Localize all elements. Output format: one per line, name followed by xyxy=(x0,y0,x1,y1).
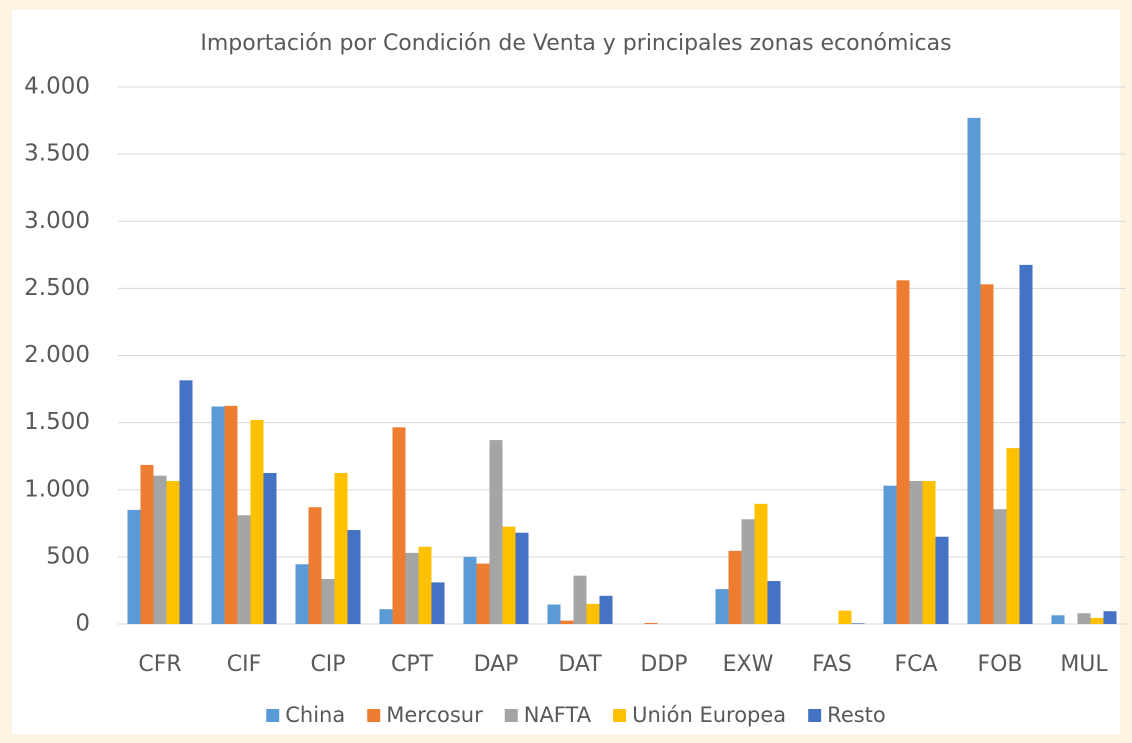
bar xyxy=(179,380,193,624)
bar xyxy=(489,440,503,624)
y-tick-label: 1.000 xyxy=(24,476,90,502)
bar xyxy=(463,556,477,624)
bar xyxy=(1006,448,1020,624)
bar xyxy=(127,509,141,624)
bar xyxy=(153,475,167,624)
y-tick-label: 3.000 xyxy=(24,208,90,234)
bar xyxy=(586,603,600,624)
bar xyxy=(1051,615,1065,624)
bar xyxy=(431,582,445,624)
legend-swatch xyxy=(808,709,822,722)
bar xyxy=(851,623,865,624)
x-tick-label: FOB xyxy=(977,652,1022,677)
x-tick-label: FAS xyxy=(812,652,852,677)
bar xyxy=(728,550,742,624)
bar xyxy=(547,604,561,624)
legend-label: NAFTA xyxy=(524,703,592,727)
y-tick-label: 2.500 xyxy=(24,275,90,301)
bar xyxy=(140,464,154,624)
bar xyxy=(560,620,574,624)
bar xyxy=(1090,617,1104,624)
bar xyxy=(211,406,225,624)
x-tick-label: CFR xyxy=(138,652,181,677)
bar xyxy=(967,117,981,624)
bar xyxy=(1019,264,1033,624)
bar xyxy=(715,589,729,624)
bar xyxy=(838,610,852,624)
bar xyxy=(935,536,949,624)
legend-label: China xyxy=(285,703,345,727)
x-tick-label: MUL xyxy=(1060,652,1108,677)
x-tick-label: FCA xyxy=(894,652,937,677)
x-tick-label: DAT xyxy=(558,652,602,677)
chart-title: Importación por Condición de Venta y pri… xyxy=(200,31,951,56)
bar xyxy=(405,552,419,624)
bar xyxy=(321,579,335,624)
bar xyxy=(347,530,361,624)
bar xyxy=(883,485,897,624)
bar xyxy=(224,405,238,624)
x-tick-label: DAP xyxy=(474,652,519,677)
y-tick-label: 500 xyxy=(46,543,90,569)
bar xyxy=(909,481,923,624)
y-tick-label: 1.500 xyxy=(24,409,90,435)
bar xyxy=(599,595,613,624)
x-tick-label: EXW xyxy=(723,652,774,677)
bar xyxy=(379,609,393,624)
legend-swatch xyxy=(266,709,280,722)
legend-swatch xyxy=(504,709,518,722)
legend-swatch xyxy=(367,709,381,722)
bar xyxy=(166,481,180,624)
bar xyxy=(250,419,264,624)
bar xyxy=(767,581,781,624)
bar xyxy=(263,472,277,624)
bar xyxy=(573,575,587,624)
chart-area xyxy=(12,10,1120,734)
y-tick-label: 0 xyxy=(75,611,90,637)
bar xyxy=(334,472,348,624)
legend-swatch xyxy=(613,709,627,722)
x-tick-label: DDP xyxy=(640,652,687,677)
bar xyxy=(237,515,251,624)
bar xyxy=(993,509,1007,624)
bar xyxy=(476,563,490,624)
bar xyxy=(754,503,768,624)
x-tick-label: CPT xyxy=(391,652,434,677)
bar xyxy=(741,519,755,624)
legend-label: Resto xyxy=(827,703,886,727)
bar xyxy=(308,507,322,624)
legend-label: Unión Europea xyxy=(632,703,786,727)
bar xyxy=(418,546,432,624)
y-tick-label: 2.000 xyxy=(24,342,90,368)
bar xyxy=(392,427,406,624)
y-tick-label: 3.500 xyxy=(24,141,90,167)
x-tick-label: CIF xyxy=(227,652,262,677)
bar xyxy=(1077,613,1091,624)
bar xyxy=(896,280,910,624)
x-tick-label: CIP xyxy=(310,652,345,677)
bar xyxy=(980,284,994,624)
bar xyxy=(502,526,516,624)
bar xyxy=(515,532,529,624)
legend-label: Mercosur xyxy=(386,703,483,727)
y-tick-label: 4.000 xyxy=(24,74,90,100)
bar xyxy=(922,481,936,624)
bar xyxy=(644,622,658,624)
bar xyxy=(295,564,309,624)
bar xyxy=(1103,611,1117,624)
